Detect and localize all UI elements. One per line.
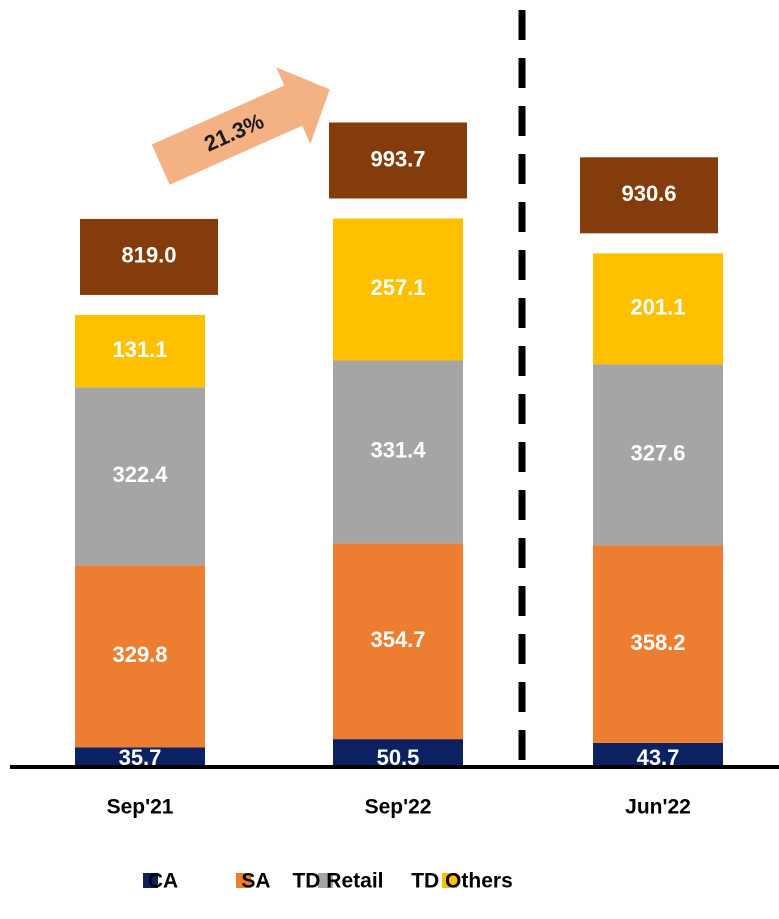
- total-label: 930.6: [621, 181, 676, 206]
- segment-label: 257.1: [370, 275, 425, 300]
- segment-label: 131.1: [112, 337, 167, 362]
- total-box: [329, 122, 467, 199]
- bar-segment: [593, 545, 723, 743]
- segment-label: 331.4: [370, 438, 426, 463]
- total-label: 993.7: [370, 146, 425, 171]
- segment-label: 354.7: [370, 627, 425, 652]
- legend-swatch: [236, 873, 251, 888]
- segment-label: 322.4: [112, 462, 168, 487]
- bar-segment: [75, 565, 205, 748]
- bar-segment: [593, 364, 723, 546]
- legend-label: TD Retail: [292, 870, 383, 893]
- growth-arrow: 21.3%: [151, 67, 330, 185]
- bar-segment: [75, 387, 205, 566]
- segment-label: 329.8: [112, 642, 167, 667]
- legend-label: TD Others: [411, 870, 513, 893]
- legend-swatch: [442, 873, 457, 888]
- segment-label: 35.7: [119, 745, 162, 770]
- legend-swatch: [143, 873, 158, 888]
- total-box: [580, 157, 718, 234]
- x-tick-label: Sep'22: [365, 796, 432, 819]
- segment-label: 358.2: [630, 630, 685, 655]
- arrow-shape: [151, 67, 330, 185]
- x-tick-label: Jun'22: [625, 796, 691, 819]
- bar-segment: [593, 742, 723, 767]
- bar-segment: [333, 739, 463, 767]
- legend-label: SA: [241, 870, 270, 893]
- segment-label: 50.5: [377, 745, 420, 770]
- bar-segment: [333, 543, 463, 740]
- total-box: [80, 218, 218, 295]
- segment-label: 43.7: [637, 745, 680, 770]
- segment-label: 327.6: [630, 441, 685, 466]
- legend-label: CA: [148, 870, 178, 893]
- legend-swatch: [318, 873, 333, 888]
- segment-label: 201.1: [630, 295, 685, 320]
- total-label: 819.0: [121, 243, 176, 268]
- bar-segment: [333, 360, 463, 544]
- x-tick-label: Sep'21: [107, 796, 174, 819]
- bar-segment: [75, 747, 205, 767]
- bar-segment: [333, 218, 463, 361]
- bar-segment: [75, 314, 205, 388]
- bar-segment: [593, 253, 723, 365]
